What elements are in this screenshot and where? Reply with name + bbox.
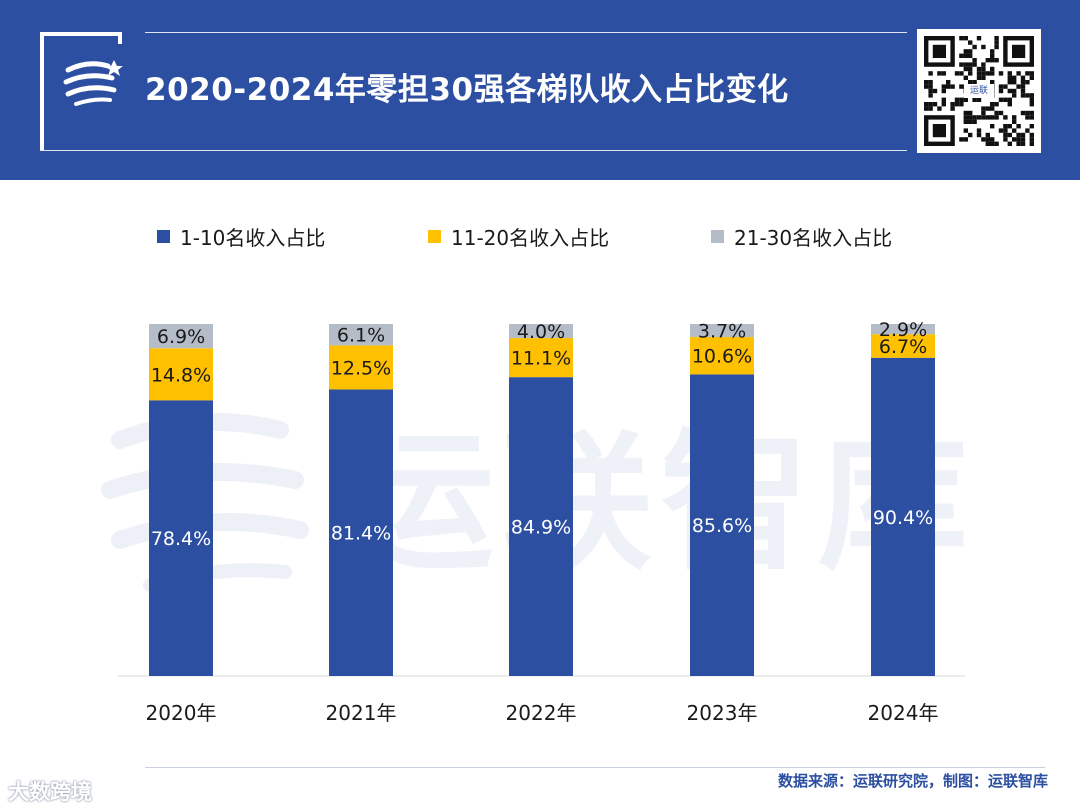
data-label-1-1: 78.4% [151, 528, 211, 550]
watermark: 运联智库 [101, 413, 976, 592]
data-label-3-3: 4.0% [517, 321, 565, 343]
legend-swatch-tier2 [428, 229, 441, 243]
frame-line-top-long [145, 32, 907, 33]
legend-label-tier1: 1-10名收入占比 [180, 225, 326, 250]
data-label-2-4: 10.6% [692, 346, 752, 368]
data-label-3-4: 3.7% [698, 321, 746, 343]
bar-segment-2-1 [149, 348, 213, 401]
x-tick-label-5: 2024年 [868, 701, 939, 725]
legend-item-tier2: 11-20名收入占比 [428, 222, 609, 250]
frame-line-left [40, 32, 44, 150]
qr-code[interactable]: 运联 [917, 29, 1041, 153]
chart-legend: 1-10名收入占比 11-20名收入占比 21-30名收入占比 [0, 222, 1080, 250]
legend-label-tier3: 21-30名收入占比 [734, 225, 893, 250]
bar-segment-2-4 [690, 337, 754, 375]
data-label-3-2: 6.1% [337, 325, 385, 347]
bar-segment-2-3 [509, 338, 573, 378]
x-tick-label-3: 2022年 [506, 701, 577, 725]
data-label-3-5: 2.9% [879, 319, 927, 341]
legend-swatch-tier3 [711, 229, 724, 243]
data-label-2-2: 12.5% [331, 357, 391, 379]
bar-segment-3-4 [690, 324, 754, 338]
legend-item-tier1: 1-10名收入占比 [157, 222, 325, 250]
bar-segment-3-3 [509, 324, 573, 339]
bar-segment-3-5 [871, 324, 935, 335]
bar-segment-1-3 [509, 377, 573, 676]
bar-segment-3-1 [149, 324, 213, 349]
data-label-2-1: 14.8% [151, 364, 211, 386]
legend-swatch-tier1 [157, 229, 170, 243]
legend-label-tier2: 11-20名收入占比 [451, 225, 610, 250]
frame-line-top [40, 32, 122, 36]
data-label-1-5: 90.4% [873, 507, 933, 529]
corner-watermark: 大数跨境 [8, 780, 92, 804]
data-label-2-5: 6.7% [879, 336, 927, 358]
bar-segment-3-2 [329, 324, 393, 346]
bar-segment-1-5 [871, 357, 935, 676]
header-banner: 2020-2024年零担30强各梯队收入占比变化 运联 [0, 0, 1080, 180]
x-tick-label-2: 2021年 [326, 701, 397, 725]
footer-divider [145, 767, 1045, 768]
source-note: 数据来源：运联研究院，制图：运联智库 [777, 772, 1048, 790]
data-label-1-3: 84.9% [511, 517, 571, 539]
frame-line-bottom [40, 150, 907, 151]
bar-segment-1-2 [329, 389, 393, 676]
watermark-text: 运联智库 [344, 417, 976, 591]
data-label-3-1: 6.9% [157, 326, 205, 348]
qr-badge-label: 运联 [964, 84, 994, 98]
x-tick-label-4: 2023年 [687, 701, 758, 725]
legend-item-tier3: 21-30名收入占比 [711, 222, 892, 250]
brand-logo-icon [63, 60, 123, 106]
bar-segment-1-1 [149, 400, 213, 676]
data-label-2-3: 11.1% [511, 348, 571, 370]
x-tick-label-1: 2020年 [146, 701, 217, 725]
page-title: 2020-2024年零担30强各梯队收入占比变化 [145, 72, 789, 108]
frame-line-right-top [118, 32, 122, 44]
data-label-1-4: 85.6% [692, 515, 752, 537]
bar-segment-2-5 [871, 334, 935, 358]
data-label-1-2: 81.4% [331, 523, 391, 545]
bar-segment-1-4 [690, 374, 754, 676]
bar-segment-2-2 [329, 345, 393, 390]
